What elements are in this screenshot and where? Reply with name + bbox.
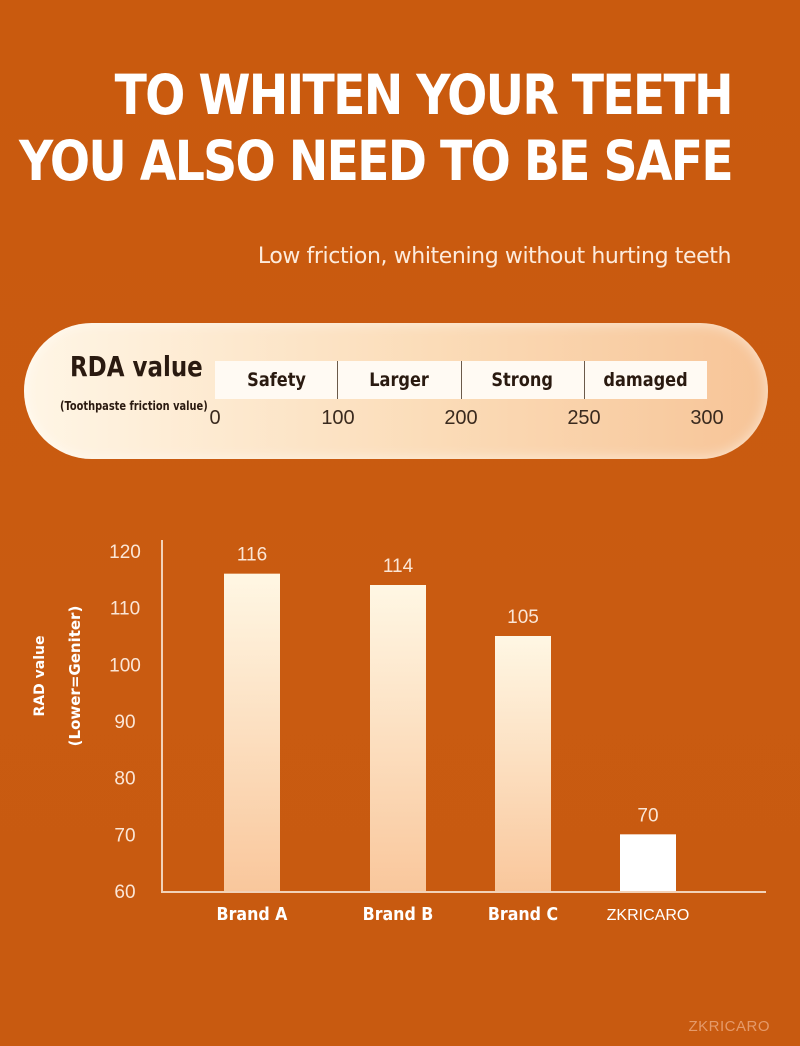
x-category-label: Brand C — [488, 903, 558, 924]
rda-title: RDA value — [70, 350, 203, 383]
y-tick-label: 70 — [114, 825, 135, 846]
bar-brand-c — [495, 636, 551, 891]
headline: TO WHITEN YOUR TEETH YOU ALSO NEED TO BE… — [19, 62, 734, 194]
rda-scale-bar: Safety Larger Strong damaged — [215, 361, 707, 399]
y-tick-label: 100 — [109, 655, 141, 676]
rda-segment-strong: Strong — [462, 361, 585, 399]
subtitle: Low friction, whitening without hurting … — [257, 244, 732, 269]
y-tick-label: 90 — [114, 712, 135, 733]
y-axis-label: RAD value — [32, 636, 48, 717]
rda-tick-300: 300 — [690, 407, 724, 429]
x-category-label: Brand A — [217, 903, 289, 924]
rda-tick-200: 200 — [444, 407, 478, 429]
rda-tick-100: 100 — [321, 407, 355, 429]
rda-tick-250: 250 — [567, 407, 601, 429]
y-tick-label: 120 — [109, 542, 141, 563]
y-tick-label: 110 — [110, 599, 140, 620]
rda-tick-0: 0 — [209, 407, 221, 429]
headline-line-1: TO WHITEN YOUR TEETH — [114, 63, 734, 127]
bar-value-label: 105 — [507, 607, 539, 628]
x-category-label: Brand B — [363, 903, 434, 924]
rda-subtitle: (Toothpaste friction value) — [60, 399, 208, 413]
y-axis-label-note: (Lower=Geniter) — [66, 606, 84, 747]
bar-brand-a — [224, 573, 280, 891]
y-tick-label: 80 — [114, 769, 135, 790]
bar-value-label: 114 — [383, 556, 414, 577]
bar-value-label: 70 — [637, 805, 658, 826]
rda-segment-larger: Larger — [338, 361, 462, 399]
bar-brand-b — [370, 585, 426, 891]
watermark: ZKRICARO — [688, 1018, 770, 1035]
rda-segment-damaged: damaged — [603, 369, 689, 391]
bar-value-label: 116 — [237, 545, 267, 566]
rda-segment-safety: Safety — [215, 361, 339, 399]
y-tick-label: 60 — [114, 882, 135, 903]
bar-zkricaro — [620, 834, 676, 891]
x-category-label: ZKRICARO — [607, 907, 690, 924]
headline-line-2: YOU ALSO NEED TO BE SAFE — [19, 129, 734, 193]
